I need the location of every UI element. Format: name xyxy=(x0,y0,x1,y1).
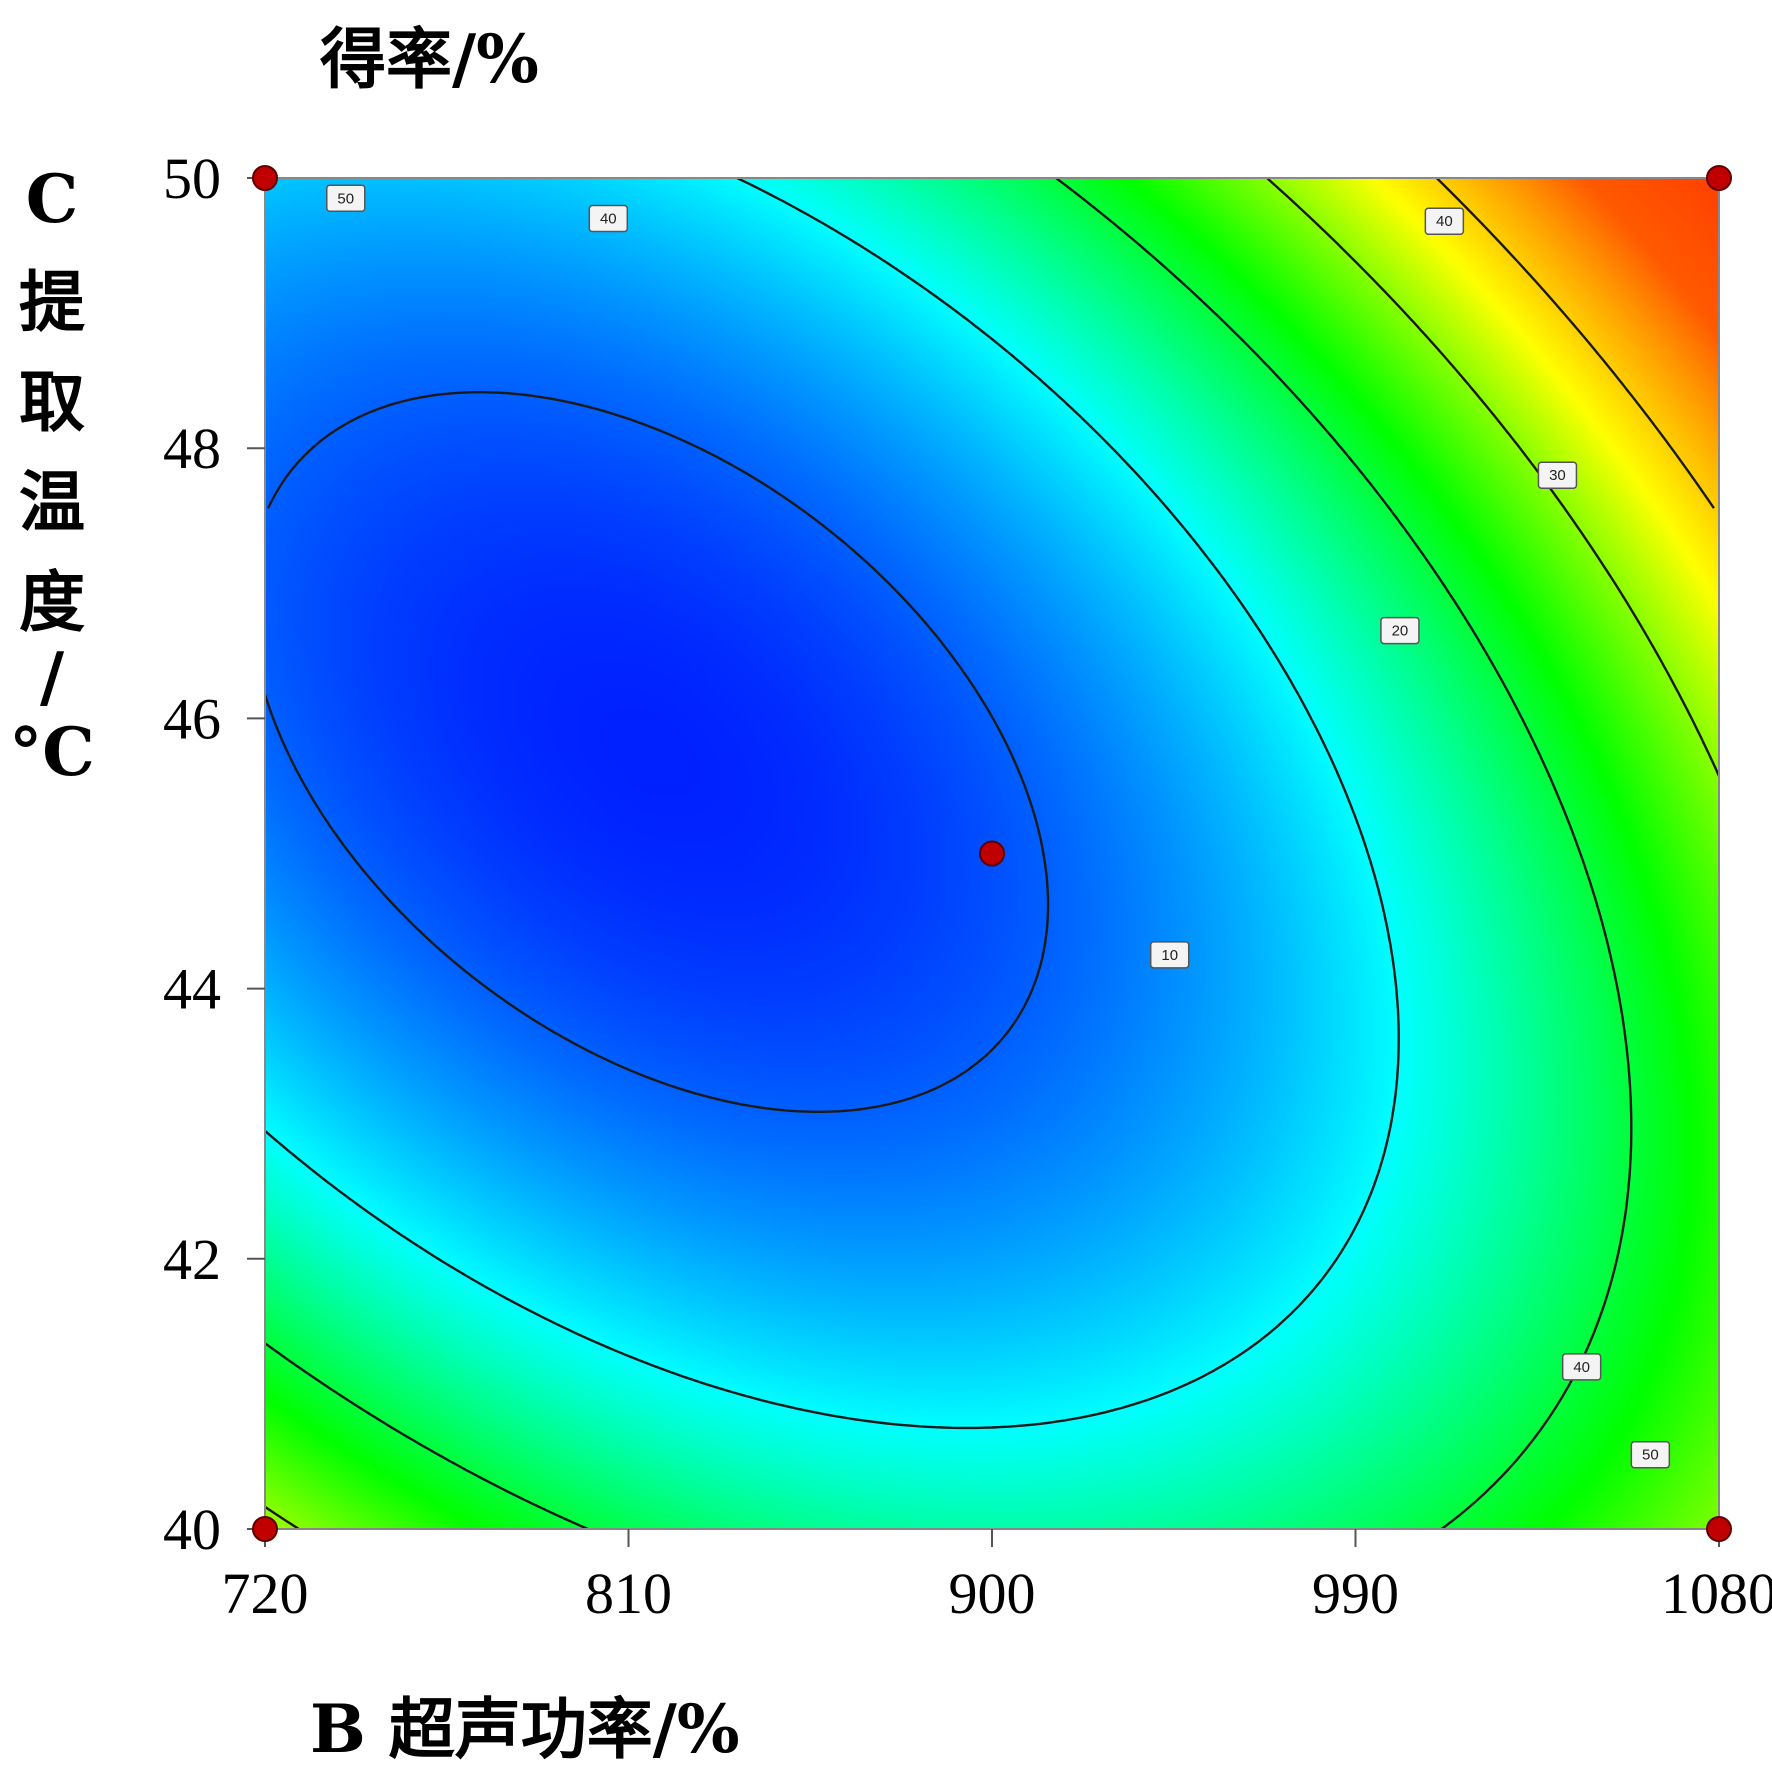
y-tick-label: 48 xyxy=(163,416,221,481)
contour-lines xyxy=(265,178,1719,1529)
y-axis-label-line: 提 xyxy=(19,263,85,341)
contour-label: 30 xyxy=(1549,467,1566,484)
contour-label: 40 xyxy=(600,211,617,228)
x-axis: 720 810 900 990 1080 xyxy=(222,1529,1772,1626)
contour-label-box xyxy=(1630,1440,1671,1469)
x-axis-label: B 超声功率/% xyxy=(310,1690,740,1768)
y-axis-label: C 提 取 温 度 / °C xyxy=(9,160,95,791)
y-tick-label: 50 xyxy=(163,146,221,211)
design-point xyxy=(1706,165,1732,191)
contour-label: 50 xyxy=(337,190,354,207)
y-axis: 40 42 44 46 48 50 xyxy=(163,146,265,1562)
contour-label-box xyxy=(326,184,366,213)
contour-label-box xyxy=(1424,207,1465,235)
y-tick-label: 40 xyxy=(163,1497,221,1562)
design-point xyxy=(252,1516,278,1542)
contour-label-box xyxy=(1561,1353,1602,1381)
x-tick-label: 900 xyxy=(949,1561,1036,1626)
y-axis-label-line: 温 xyxy=(19,463,85,541)
contour-line xyxy=(1435,178,1715,509)
design-point xyxy=(252,165,278,191)
contour-label-box xyxy=(588,204,629,233)
contour-line xyxy=(265,391,1050,1113)
contour-line xyxy=(265,178,1633,1529)
contour-line xyxy=(265,178,1719,1529)
contour-labels: 50 40 40 30 20 10 40 50 xyxy=(326,184,1671,1469)
contour-label-box xyxy=(1149,941,1190,969)
contour-line xyxy=(265,178,1400,1430)
contour-label-box xyxy=(1537,461,1578,489)
contour-label: 20 xyxy=(1392,623,1409,640)
contour-label: 50 xyxy=(1642,1447,1659,1464)
design-point xyxy=(1706,1516,1732,1542)
y-axis-label-line: 取 xyxy=(19,363,85,441)
contour-label: 40 xyxy=(1573,1359,1590,1376)
contour-label: 10 xyxy=(1161,947,1178,964)
x-tick-label: 720 xyxy=(222,1561,309,1626)
x-tick-label: 1080 xyxy=(1661,1561,1772,1626)
y-axis-label-line: C xyxy=(26,160,79,238)
y-axis-label-line: 度 xyxy=(19,563,85,641)
y-axis-label-line: °C xyxy=(9,713,95,791)
y-axis-label-line: / xyxy=(40,638,65,716)
y-tick-label: 46 xyxy=(163,686,221,751)
x-tick-label: 990 xyxy=(1312,1561,1399,1626)
y-tick-label: 44 xyxy=(163,957,221,1022)
y-tick-label: 42 xyxy=(163,1227,221,1292)
contour-label: 40 xyxy=(1436,213,1453,230)
chart-title: 得率/% xyxy=(320,20,539,98)
design-point xyxy=(979,840,1005,867)
contour-label-box xyxy=(1380,616,1420,645)
x-tick-label: 810 xyxy=(585,1561,672,1626)
design-points xyxy=(252,165,1732,1542)
